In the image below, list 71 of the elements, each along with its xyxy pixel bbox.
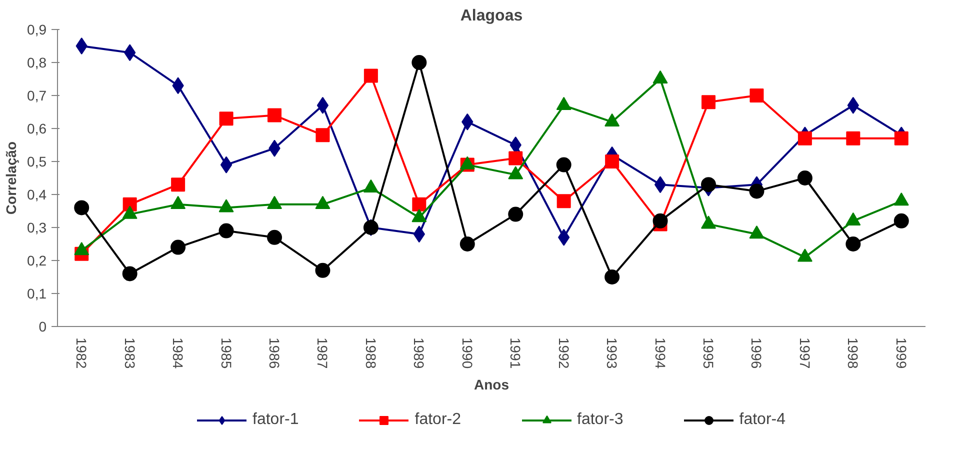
point <box>218 223 234 238</box>
point <box>702 95 716 110</box>
point <box>220 156 232 174</box>
point <box>894 131 908 146</box>
y-tick-label: 0,4 <box>27 186 47 202</box>
legend-label: fator-1 <box>252 411 299 429</box>
y-tick-label: 0,8 <box>27 54 47 70</box>
x-tick-label: 1985 <box>218 338 234 369</box>
point <box>556 194 571 208</box>
point <box>604 270 620 284</box>
legend-label: fator-2 <box>414 411 461 429</box>
x-tick-label: 1982 <box>74 338 90 369</box>
point <box>315 262 330 278</box>
x-tick-label: 1991 <box>508 338 524 369</box>
y-tick-label: 0,1 <box>27 286 47 302</box>
x-tick-label: 1992 <box>556 338 572 369</box>
point <box>460 236 475 252</box>
point <box>846 131 860 146</box>
x-tick-label: 1989 <box>411 338 428 369</box>
point <box>122 266 138 282</box>
x-tick-label: 1999 <box>893 338 910 369</box>
point <box>798 131 812 146</box>
x-tick-label: 1997 <box>796 338 813 369</box>
point <box>316 128 330 142</box>
point <box>74 200 90 216</box>
y-tick-label: 0,5 <box>27 154 47 170</box>
point <box>170 240 186 255</box>
point <box>556 157 572 172</box>
x-tick-label: 1990 <box>459 338 476 369</box>
x-tick-label: 1986 <box>266 338 282 369</box>
x-axis-title: Anos <box>474 376 510 393</box>
point <box>412 197 426 212</box>
point <box>219 112 234 126</box>
chart-title: Alagoas <box>460 8 523 24</box>
legend-label: fator-4 <box>739 411 786 429</box>
x-tick-label: 1987 <box>314 338 331 369</box>
point <box>268 108 282 122</box>
point <box>797 170 812 186</box>
point <box>654 176 666 194</box>
x-tick-label: 1996 <box>748 338 765 369</box>
point <box>894 213 909 228</box>
point <box>364 68 378 83</box>
x-tick-label: 1993 <box>604 338 620 369</box>
point <box>510 136 522 154</box>
x-tick-label: 1994 <box>652 338 668 369</box>
point <box>605 154 620 168</box>
point <box>76 38 88 54</box>
point <box>750 88 764 102</box>
point <box>412 55 427 70</box>
point <box>508 151 523 166</box>
point <box>749 184 764 199</box>
y-tick-label: 0 <box>38 318 47 334</box>
y-tick-label: 0,2 <box>27 252 47 268</box>
x-tick-label: 1998 <box>845 338 862 369</box>
point <box>267 230 282 245</box>
x-tick-label: 1988 <box>362 338 379 369</box>
point <box>508 206 524 222</box>
x-tick-label: 1995 <box>700 338 716 369</box>
y-tick-label: 0,6 <box>27 120 47 136</box>
point <box>171 178 186 192</box>
y-tick-label: 0,7 <box>27 88 47 104</box>
point <box>846 236 861 252</box>
point <box>652 213 668 228</box>
y-tick-label: 0,9 <box>27 22 47 38</box>
y-axis-title: Correlação <box>3 141 20 215</box>
legend-label: fator-3 <box>577 411 624 429</box>
point <box>701 177 716 192</box>
x-tick-label: 1983 <box>122 338 138 369</box>
point <box>316 96 329 114</box>
y-tick-label: 0,3 <box>27 220 47 236</box>
x-tick-label: 1984 <box>170 338 186 369</box>
